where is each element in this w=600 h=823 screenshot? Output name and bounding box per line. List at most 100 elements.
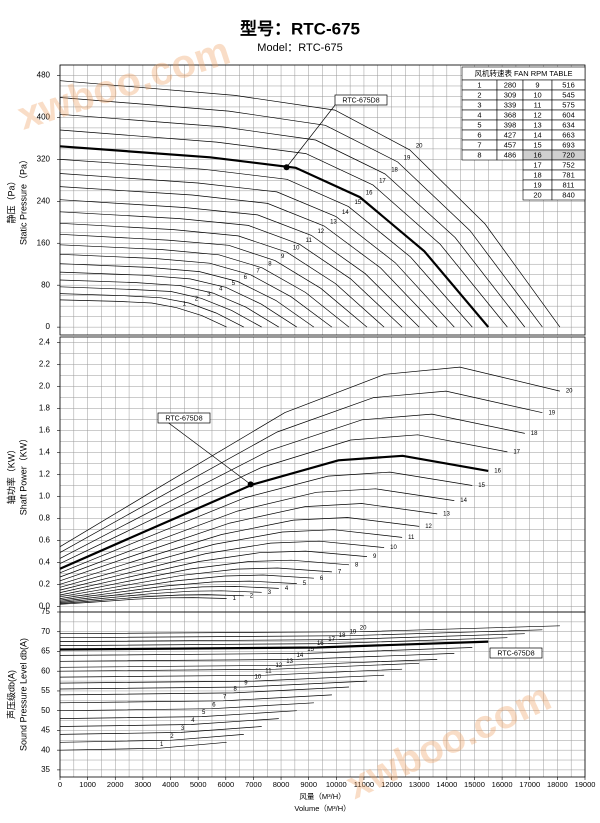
table-text: 15 [533,140,541,149]
table-text: 811 [563,180,575,189]
table-text: 13 [533,120,541,129]
curve [59,653,455,662]
y-axis-label: Shaft Power（KW） [18,434,28,516]
curve-label: 17 [328,637,335,643]
curve [59,574,314,599]
curve [59,668,403,678]
y-tick-label: 160 [37,238,51,247]
y-tick-label: 0.2 [39,580,51,589]
table-text: 8 [477,150,481,159]
plot-frame [59,611,586,778]
curve-label: 11 [265,669,272,675]
x-tick-label: 3000 [135,780,152,789]
x-tick-label: 7000 [245,780,262,789]
curve [59,590,262,603]
x-tick-label: 8000 [273,780,290,789]
y-tick-label: 0.4 [39,558,51,567]
x-tick-label: 10000 [326,780,347,789]
curve-label: 17 [513,450,520,456]
y-tick-label: 0.0 [39,602,51,611]
curve-label: 1 [233,596,237,602]
curve [59,503,438,582]
x-tick-label: 14000 [436,780,457,789]
x-tick-label: 15000 [464,780,485,789]
curve-label: 11 [306,238,313,244]
x-axis-label: Volume（M³/H） [294,804,350,813]
curve [59,488,455,578]
y-tick-label: 0.6 [39,536,51,545]
x-tick-label: 5000 [190,780,207,789]
curve [59,694,332,704]
curve-label: 13 [443,511,450,517]
x-tick-label: 6000 [217,780,234,789]
x-tick-label: 17000 [519,780,540,789]
curve-label: 6 [212,702,216,708]
y-tick-label: 55 [41,686,50,695]
curve-label: 6 [320,576,324,582]
curve [59,173,455,328]
y-axis-label: 静压（Pa） [5,176,16,223]
curve [59,741,227,751]
y-tick-label: 1.4 [39,448,51,457]
table-text: 575 [562,100,575,109]
y-tick-label: 480 [37,71,51,80]
x-tick-label: 18000 [547,780,568,789]
table-text: 3 [477,100,481,109]
y-axis-label: 声压级db(A) [5,670,16,719]
y-tick-label: 75 [41,607,50,616]
table-text: 752 [562,160,575,169]
x-tick-label: 12000 [381,780,402,789]
curve [59,286,262,328]
table-cell [551,189,586,201]
curve-label: 9 [244,681,248,687]
curve [59,113,526,328]
curve-label: 10 [390,545,397,551]
table-text: 486 [504,150,517,159]
curve [59,390,543,553]
curve-label: 18 [391,168,398,174]
curve [59,299,227,328]
curve [59,454,489,570]
curve [59,597,227,605]
y-tick-label: 2.0 [39,382,51,391]
curve [59,567,332,598]
y-axis-label: Sound Pressure Level db(A) [18,638,28,751]
curve [59,293,244,328]
curve [59,159,473,328]
y-axis-label: 轴功率（KW） [5,445,16,505]
curve-label: 12 [276,663,283,669]
curve-label: 15 [307,647,314,653]
watermark: xwboo.com [12,29,235,139]
curve-label: 8 [355,562,359,568]
table-text: 1 [477,80,481,89]
annotation-text: RTC-675D8 [497,650,534,657]
y-tick-label: 1.6 [39,426,51,435]
curve [59,702,314,712]
annotation-box [334,94,388,106]
curve [59,434,508,564]
table-text: 339 [504,100,517,109]
curve-label: 14 [460,498,467,504]
curve [59,647,473,656]
curve-label: 20 [566,389,573,395]
curve-label: 4 [285,586,289,592]
y-tick-label: 60 [41,666,50,675]
table-text: 781 [562,170,575,179]
table-text: 7 [477,140,481,149]
curve [59,199,420,328]
annotation-text: RTC-675D8 [165,415,202,422]
y-tick-label: 1.8 [39,404,51,413]
curve [59,471,473,574]
curve [59,279,279,328]
curve-label: 16 [494,468,501,474]
leader-line [161,417,251,485]
curve [59,594,244,604]
y-tick-label: 70 [41,627,50,636]
curve-label: 5 [202,710,206,716]
curve-label: 3 [207,292,211,298]
leader-line [286,99,340,168]
curve-label: 4 [219,287,223,293]
table-text: 18 [533,170,541,179]
curve-label: 16 [317,641,324,647]
x-tick-label: 16000 [492,780,513,789]
